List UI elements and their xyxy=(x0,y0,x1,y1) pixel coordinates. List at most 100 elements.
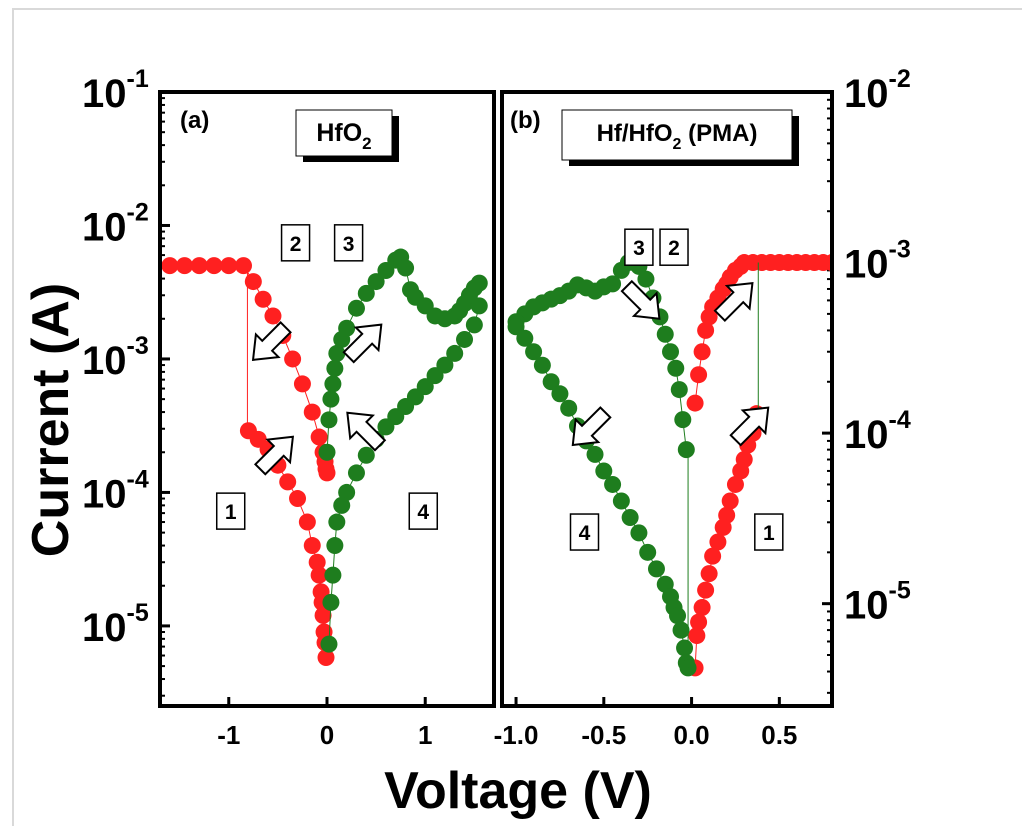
step-label-text: 2 xyxy=(668,237,680,260)
panel-a-data-point xyxy=(322,593,340,611)
panel-b-data-point xyxy=(674,411,692,429)
panel-b-data-point xyxy=(677,441,695,459)
panel-b-x-tick-label: 0.5 xyxy=(761,720,797,750)
panel-a-data-point xyxy=(284,350,302,368)
panel-b-data-point xyxy=(621,509,639,527)
step-label-box: 1 xyxy=(215,492,246,530)
panel-b-data-point xyxy=(667,359,685,377)
panel-a-data-point xyxy=(205,257,223,275)
hollow-arrow-shape xyxy=(571,406,612,447)
step-label-box: 1 xyxy=(754,513,784,551)
hollow-arrow-shape xyxy=(713,281,754,322)
panel-b-data-point xyxy=(516,329,534,347)
hollow-arrow-icon xyxy=(253,435,295,476)
panel-a-data-point xyxy=(317,648,335,666)
panel-a-data-point xyxy=(320,635,338,653)
panel-b-x-tick-label: -0.5 xyxy=(581,720,626,750)
panel-a-data-point xyxy=(320,411,338,429)
step-label-frame xyxy=(215,492,246,530)
step-label-text: 1 xyxy=(763,522,775,545)
panel-a-data-point xyxy=(367,273,385,291)
panel-b-data-point xyxy=(669,607,687,625)
step-label-box: 4 xyxy=(408,492,439,530)
hollow-arrow-shape xyxy=(346,411,387,452)
panel-a-x-tick-label: -1 xyxy=(217,720,240,750)
panel-a-data-point xyxy=(465,316,483,334)
step-label-box: 2 xyxy=(280,224,311,262)
panel-b-y-tick-label: 10-2 xyxy=(844,65,911,116)
panel-a-data-point xyxy=(310,566,328,584)
panel-a-series-0-line xyxy=(169,265,328,474)
panel-b-data-point xyxy=(630,524,648,542)
panel-b-data-point xyxy=(700,565,718,583)
panel-a-data-point xyxy=(347,299,365,317)
hollow-arrow-icon xyxy=(342,323,383,364)
panel-b-data-point xyxy=(637,270,655,288)
hollow-arrow-shape xyxy=(620,279,661,320)
step-label-frame xyxy=(659,228,689,266)
panel-b-x-tick-label: -1.0 xyxy=(494,720,539,750)
panel-b-frame xyxy=(500,90,834,708)
panel-a-data-point xyxy=(470,274,488,292)
panel-a-label: (a) xyxy=(180,107,209,134)
step-label-frame xyxy=(280,224,311,262)
panel-a-y-tick-label: 10-4 xyxy=(82,465,149,516)
step-label-frame xyxy=(624,228,654,266)
panel-b-data-point xyxy=(732,462,750,480)
panel-a-data-point xyxy=(314,606,332,624)
panel-a-data-point xyxy=(318,443,336,461)
step-label-text: 3 xyxy=(343,233,355,256)
panel-b-data-point xyxy=(704,547,722,565)
panel-b-data-point xyxy=(726,475,744,493)
panel-b-data-point xyxy=(709,533,727,551)
x-axis-label: Voltage (V) xyxy=(384,762,652,820)
hollow-arrow-icon xyxy=(571,406,612,447)
panel-b-data-point xyxy=(639,543,657,561)
panel-a-data-point xyxy=(357,284,375,302)
panel-b-y-tick-label: 10-3 xyxy=(844,236,911,287)
hollow-arrow-shape xyxy=(253,435,295,476)
panel-a-y-tick-label: 10-2 xyxy=(82,198,149,249)
panel-b-data-point xyxy=(721,492,739,510)
step-label-text: 4 xyxy=(417,501,429,524)
panel-a-data-point xyxy=(328,344,346,362)
panel-b-data-point xyxy=(714,518,732,536)
panel-b-data-point xyxy=(612,492,630,510)
panel-a-data-point xyxy=(397,259,415,277)
panel-b-data-point xyxy=(595,462,613,480)
step-label-box: 3 xyxy=(624,228,654,266)
panel-b-title: Hf/HfO2 (PMA) xyxy=(597,120,758,153)
panel-a-data-point xyxy=(289,490,307,508)
panel-a-data-point xyxy=(338,319,356,337)
panel-b-data-point xyxy=(533,356,551,374)
panel-a-data-point xyxy=(338,483,356,501)
panel-a-title-box: HfO2 xyxy=(295,109,399,162)
panel-b-data-point xyxy=(560,399,578,417)
hollow-arrow-icon xyxy=(713,281,754,322)
panel-a-data-point xyxy=(326,359,344,377)
panel-b-y-tick-label: 10-5 xyxy=(844,577,911,628)
panel-a-data-point xyxy=(254,290,272,308)
hollow-arrow-icon xyxy=(251,321,292,362)
panel-b-data-point xyxy=(688,627,706,645)
panel-a-data-point xyxy=(446,344,464,362)
panel-b-data-point xyxy=(525,343,543,361)
panel-b-y-tick-label: 10-4 xyxy=(844,406,911,457)
hollow-arrow-icon xyxy=(620,279,661,320)
panel-a-data-point xyxy=(279,473,297,491)
panel-a-data-point xyxy=(333,496,351,514)
panel-a-data-point xyxy=(322,390,340,408)
panel-b-x-tick-label: 0.0 xyxy=(673,720,709,750)
panel-a-data-point xyxy=(303,403,321,421)
step-label-text: 3 xyxy=(633,237,645,260)
panel-a-data-point xyxy=(308,553,326,571)
y-axis-label: Current (A) xyxy=(22,283,80,557)
panel-a-data-point xyxy=(318,464,336,482)
panel-b-data-point xyxy=(686,394,704,412)
panel-b-data-point xyxy=(823,254,830,271)
panel-b-series-3-line xyxy=(515,326,689,669)
left-border-line xyxy=(12,8,14,826)
step-label-text: 1 xyxy=(225,501,237,524)
panel-a-data-point xyxy=(456,330,474,348)
